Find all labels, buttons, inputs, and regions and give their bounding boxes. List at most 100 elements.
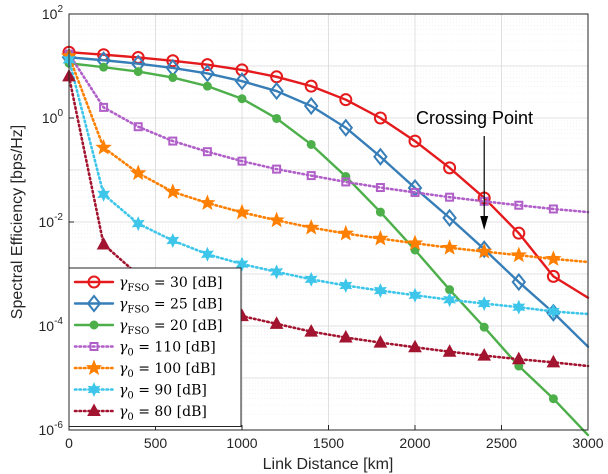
legend: γFSO = 30 [dB] γFSO = 25 [dB] γFSO = 20 [d… xyxy=(68,267,242,427)
marker-hexstar xyxy=(546,304,560,319)
crossing-point-label: Crossing Point xyxy=(416,108,533,128)
marker-triangle xyxy=(96,236,111,250)
marker-circle xyxy=(166,54,180,68)
marker-star xyxy=(545,250,562,266)
x-tick-label: 3000 xyxy=(572,435,603,451)
series-3 xyxy=(64,58,590,437)
marker-square xyxy=(99,102,109,112)
marker-hexstar xyxy=(408,287,422,303)
series-line xyxy=(67,52,590,214)
marker-square xyxy=(375,183,385,193)
marker-square xyxy=(410,187,420,197)
marker-star xyxy=(303,218,320,235)
marker-triangle xyxy=(408,339,422,353)
x-tick-label: 1500 xyxy=(313,435,344,451)
marker-triangle xyxy=(477,348,492,361)
marker-star xyxy=(268,211,285,228)
legend-entry-1: γFSO = 30 [dB] xyxy=(73,275,222,294)
marker-square xyxy=(514,200,524,210)
marker-square xyxy=(306,171,316,181)
marker-dot xyxy=(237,94,247,104)
marker-dot xyxy=(548,394,558,404)
marker-dot xyxy=(202,81,212,91)
marker-circle xyxy=(408,134,422,148)
marker-dot xyxy=(272,113,282,123)
legend-entry-4: γ0 = 110 [dB] xyxy=(73,340,216,359)
marker-circle xyxy=(546,269,560,283)
marker-triangle xyxy=(511,351,526,365)
legend-entry-7: γ0 = 80 [dB] xyxy=(73,403,207,423)
marker-hexstar xyxy=(373,283,387,299)
marker-diamond xyxy=(303,96,319,116)
crossing-point-arrow-head xyxy=(480,216,489,230)
y-tick-label: 10-4 xyxy=(39,316,64,334)
marker-square xyxy=(341,177,351,187)
marker-square xyxy=(237,156,247,166)
marker-diamond xyxy=(269,81,284,101)
marker-square xyxy=(445,192,455,202)
series-line xyxy=(67,56,590,348)
marker-square xyxy=(202,147,212,157)
marker-square xyxy=(133,122,143,132)
x-tick-label: 1000 xyxy=(226,435,257,451)
marker-circle xyxy=(304,79,318,93)
series-line xyxy=(67,62,590,437)
marker-circle xyxy=(373,111,387,125)
marker-triangle xyxy=(338,329,353,343)
marker-hexstar xyxy=(166,233,180,249)
x-tick-label: 0 xyxy=(65,435,73,451)
marker-star xyxy=(199,194,216,210)
marker-diamond xyxy=(234,72,250,91)
x-tick-label: 2000 xyxy=(399,435,430,451)
x-tick-label: 500 xyxy=(144,435,168,451)
marker-square xyxy=(548,204,558,214)
marker-star xyxy=(130,164,147,181)
marker-hexstar xyxy=(339,278,353,294)
marker-hexstar xyxy=(131,216,145,232)
marker-circle xyxy=(443,161,457,175)
marker-triangle xyxy=(304,324,319,337)
marker-star xyxy=(441,239,458,255)
marker-circle xyxy=(200,58,214,72)
x-axis-label: Link Distance [km] xyxy=(263,456,394,473)
marker-dot xyxy=(89,320,99,330)
marker-triangle xyxy=(442,344,457,357)
marker-hexstar xyxy=(97,186,111,202)
marker-dot xyxy=(479,322,489,332)
marker-star xyxy=(406,234,424,251)
marker-hexstar xyxy=(477,296,491,312)
y-axis-label: Spectral Efficiency [bps/Hz] xyxy=(9,125,26,319)
legend-label: γFSO = 30 [dB] xyxy=(119,275,222,294)
marker-diamond xyxy=(200,64,215,83)
legend-label: γ0 = 100 [dB] xyxy=(119,361,216,380)
series-line xyxy=(67,75,590,368)
legend-entry-6: γ0 = 90 [dB] xyxy=(73,382,207,402)
marker-hexstar xyxy=(512,299,526,315)
legend-label: γ0 = 110 [dB] xyxy=(119,340,216,359)
series-1 xyxy=(62,45,590,299)
legend-entry-2: γFSO = 25 [dB] xyxy=(73,294,222,316)
marker-diamond xyxy=(373,147,388,166)
marker-hexstar xyxy=(443,292,457,308)
marker-circle xyxy=(235,63,249,77)
y-tick-label: 10-6 xyxy=(39,420,64,438)
marker-triangle xyxy=(87,403,101,416)
crossing-point-annotation: Crossing Point xyxy=(416,108,533,230)
marker-dot xyxy=(168,73,178,83)
y-tick-label: 102 xyxy=(42,4,64,22)
series-line xyxy=(67,54,590,264)
marker-dot xyxy=(375,207,385,217)
legend-label: γFSO = 20 [dB] xyxy=(119,318,222,337)
y-tick-label: 10-2 xyxy=(39,212,64,230)
marker-star xyxy=(372,229,389,246)
y-tick-label: 100 xyxy=(42,108,64,126)
marker-diamond xyxy=(511,272,527,292)
legend-entry-5: γ0 = 100 [dB] xyxy=(73,359,216,380)
legend-label: γ0 = 80 [dB] xyxy=(119,404,207,423)
legend-label: γFSO = 25 [dB] xyxy=(119,297,222,316)
x-tick-label: 2500 xyxy=(486,435,517,451)
marker-square xyxy=(168,136,178,146)
legend-entry-3: γFSO = 20 [dB] xyxy=(73,318,222,337)
legend-label: γ0 = 90 [dB] xyxy=(119,383,207,402)
